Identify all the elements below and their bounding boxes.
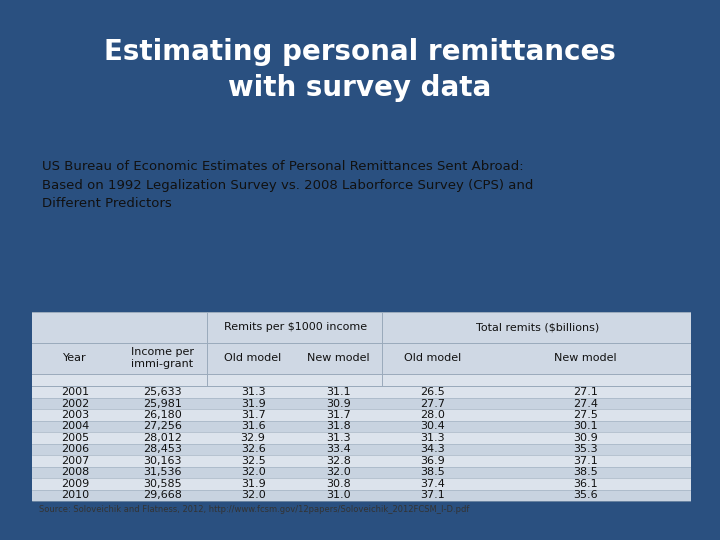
- Text: Estimating personal remittances
with survey data: Estimating personal remittances with sur…: [104, 38, 616, 102]
- Text: Income per
immi-grant: Income per immi-grant: [131, 347, 194, 369]
- Text: Year: Year: [63, 353, 87, 363]
- Text: 37.4: 37.4: [420, 479, 445, 489]
- Text: US Bureau of Economic Estimates of Personal Remittances Sent Abroad:
Based on 19: US Bureau of Economic Estimates of Perso…: [42, 160, 534, 210]
- Text: 2004: 2004: [61, 422, 89, 431]
- Text: 35.6: 35.6: [573, 490, 598, 501]
- Text: 29,668: 29,668: [143, 490, 182, 501]
- Text: 27,256: 27,256: [143, 422, 182, 431]
- Bar: [32, 444, 691, 455]
- Text: 31.1: 31.1: [326, 387, 351, 397]
- Text: 31,536: 31,536: [143, 468, 181, 477]
- Text: 33.4: 33.4: [326, 444, 351, 455]
- Text: 36.1: 36.1: [573, 479, 598, 489]
- Bar: [32, 374, 691, 386]
- Text: 31.9: 31.9: [240, 479, 266, 489]
- Text: Remits per $1000 income: Remits per $1000 income: [225, 322, 367, 332]
- Bar: [32, 421, 691, 432]
- Text: 28.0: 28.0: [420, 410, 445, 420]
- Text: 31.6: 31.6: [240, 422, 266, 431]
- Bar: [32, 398, 691, 409]
- Bar: [32, 490, 691, 501]
- Text: 31.9: 31.9: [240, 399, 266, 409]
- Text: 28,012: 28,012: [143, 433, 182, 443]
- Bar: [32, 409, 691, 421]
- Bar: [32, 432, 691, 444]
- Text: 31.0: 31.0: [326, 490, 351, 501]
- Text: 27.1: 27.1: [573, 387, 598, 397]
- Text: 32.5: 32.5: [240, 456, 266, 466]
- Text: 2001: 2001: [61, 387, 89, 397]
- Text: Old model: Old model: [404, 353, 462, 363]
- Text: 32.8: 32.8: [326, 456, 351, 466]
- Text: 36.9: 36.9: [420, 456, 445, 466]
- Text: 30.9: 30.9: [326, 399, 351, 409]
- Text: 31.8: 31.8: [326, 422, 351, 431]
- Text: 32.0: 32.0: [240, 490, 266, 501]
- Text: 30.8: 30.8: [326, 479, 351, 489]
- Text: 2008: 2008: [61, 468, 89, 477]
- Text: 2003: 2003: [61, 410, 89, 420]
- Bar: [32, 312, 691, 374]
- Text: 28,453: 28,453: [143, 444, 182, 455]
- Text: 32.6: 32.6: [240, 444, 266, 455]
- Text: 2002: 2002: [61, 399, 89, 409]
- Text: 27.5: 27.5: [573, 410, 598, 420]
- Text: 38.5: 38.5: [420, 468, 445, 477]
- Text: 26,180: 26,180: [143, 410, 182, 420]
- Text: 2010: 2010: [61, 490, 89, 501]
- Bar: [32, 386, 691, 398]
- Text: 31.7: 31.7: [240, 410, 266, 420]
- Text: 35.3: 35.3: [573, 444, 598, 455]
- Bar: [32, 467, 691, 478]
- Text: 27.4: 27.4: [573, 399, 598, 409]
- Text: 25,633: 25,633: [143, 387, 182, 397]
- Text: 31.3: 31.3: [240, 387, 266, 397]
- Text: 2007: 2007: [61, 456, 89, 466]
- Text: 26.5: 26.5: [420, 387, 445, 397]
- Text: Source: Soloveichik and Flatness, 2012, http://www.fcsm.gov/12papers/Soloveichik: Source: Soloveichik and Flatness, 2012, …: [39, 505, 469, 514]
- Text: 32.9: 32.9: [240, 433, 266, 443]
- Text: 30,163: 30,163: [143, 456, 181, 466]
- Text: 37.1: 37.1: [573, 456, 598, 466]
- Text: 2009: 2009: [61, 479, 89, 489]
- Text: New model: New model: [307, 353, 370, 363]
- Text: 37.1: 37.1: [420, 490, 445, 501]
- Text: 32.0: 32.0: [240, 468, 266, 477]
- Text: 27.7: 27.7: [420, 399, 445, 409]
- Text: 30,585: 30,585: [143, 479, 182, 489]
- Text: 30.1: 30.1: [573, 422, 598, 431]
- Text: 32.0: 32.0: [326, 468, 351, 477]
- Text: Old model: Old model: [225, 353, 282, 363]
- Text: 31.3: 31.3: [326, 433, 351, 443]
- Text: 2006: 2006: [61, 444, 89, 455]
- Text: Total remits ($billions): Total remits ($billions): [477, 322, 600, 332]
- Text: New model: New model: [554, 353, 617, 363]
- Bar: [32, 478, 691, 490]
- Text: 34.3: 34.3: [420, 444, 445, 455]
- Text: 31.7: 31.7: [326, 410, 351, 420]
- Text: 31.3: 31.3: [420, 433, 445, 443]
- Text: 38.5: 38.5: [573, 468, 598, 477]
- Text: 30.4: 30.4: [420, 422, 445, 431]
- Text: 25,981: 25,981: [143, 399, 182, 409]
- Text: 2005: 2005: [61, 433, 89, 443]
- Bar: [32, 455, 691, 467]
- Text: 30.9: 30.9: [573, 433, 598, 443]
